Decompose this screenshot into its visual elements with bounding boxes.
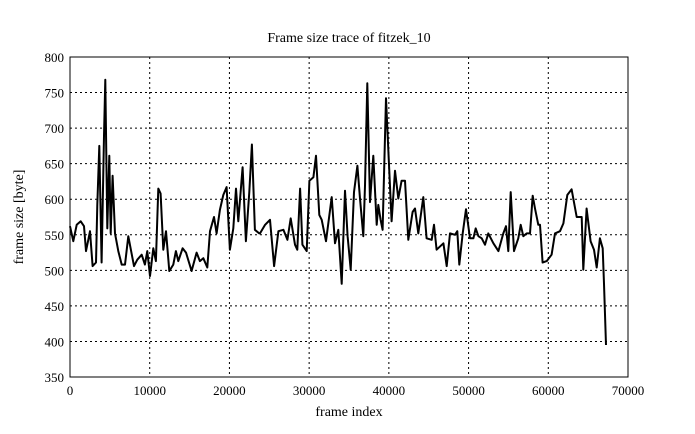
x-tick-label: 50000 bbox=[452, 383, 485, 398]
grid bbox=[70, 57, 628, 377]
y-axis-label: frame size [byte] bbox=[12, 170, 27, 265]
x-tick-label: 40000 bbox=[373, 383, 406, 398]
y-tick-label: 700 bbox=[45, 121, 65, 136]
y-tick-label: 550 bbox=[45, 228, 65, 243]
plot-frame bbox=[69, 56, 629, 378]
x-tick-label: 10000 bbox=[133, 383, 166, 398]
y-tick-label: 800 bbox=[45, 50, 65, 65]
x-axis-label: frame index bbox=[315, 405, 382, 420]
y-tick-label: 650 bbox=[45, 157, 65, 172]
y-tick-label: 600 bbox=[45, 192, 65, 207]
y-axis: 350 400 450 500 550 600 650 700 750 800 bbox=[45, 50, 65, 385]
x-tick-label: 30000 bbox=[293, 383, 326, 398]
frame-size-series-line bbox=[69, 78, 607, 346]
y-tick-label: 500 bbox=[45, 263, 65, 278]
y-tick-label: 450 bbox=[45, 299, 65, 314]
x-tick-label: 70000 bbox=[612, 383, 645, 398]
y-tick-label: 350 bbox=[45, 370, 65, 385]
chart-title: Frame size trace of fitzek_10 bbox=[267, 31, 430, 46]
y-tick-label: 400 bbox=[45, 334, 65, 349]
x-axis: 0 10000 20000 30000 40000 50000 60000 70000 bbox=[67, 383, 645, 398]
x-tick-label: 60000 bbox=[532, 383, 565, 398]
x-tick-label: 0 bbox=[67, 383, 74, 398]
y-tick-label: 750 bbox=[45, 86, 65, 101]
x-tick-label: 20000 bbox=[213, 383, 246, 398]
